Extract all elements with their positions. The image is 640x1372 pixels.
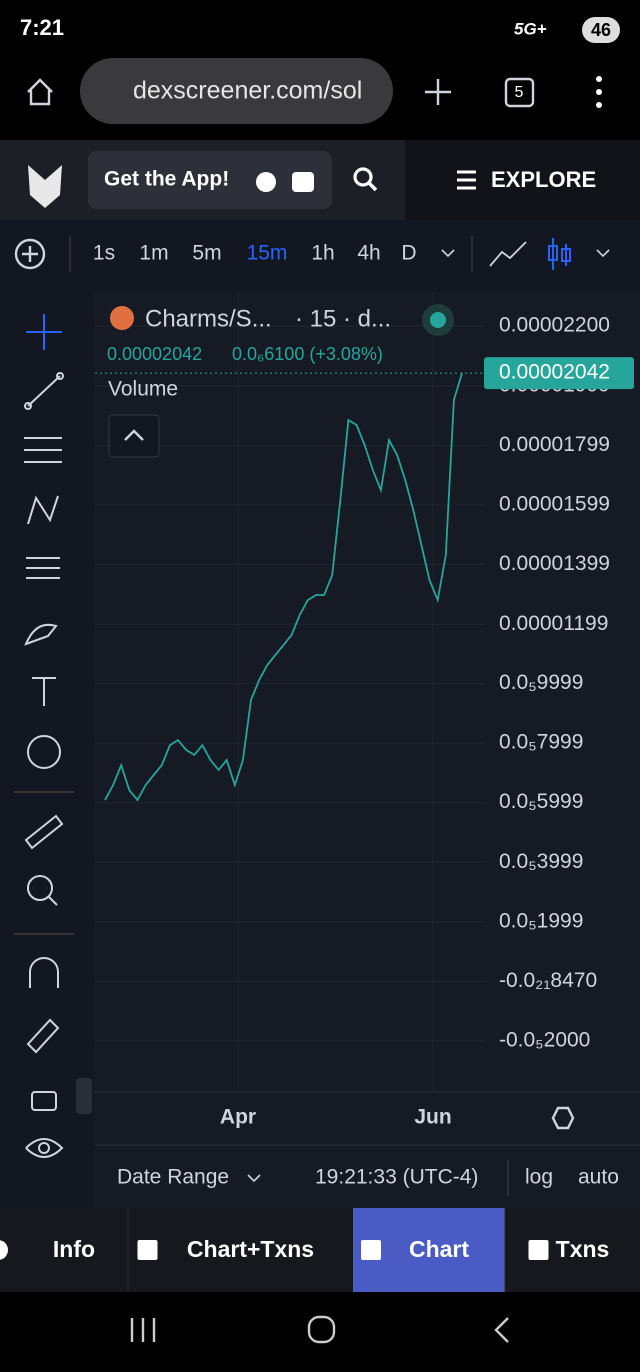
y-tick-label: 0.0₅7999 [499, 731, 583, 754]
y-tick-label: 0.00001399 [499, 552, 610, 575]
tab[interactable]: Info [53, 1236, 95, 1262]
y-tick-label: -0.0₂₁8470 [499, 969, 597, 992]
tab-icon [528, 1240, 549, 1260]
get-app-text: Get the App! [104, 168, 229, 191]
search[interactable] [367, 181, 378, 192]
tab[interactable]: Chart+Txns [187, 1236, 314, 1262]
timeframe[interactable]: 1m [139, 242, 168, 265]
log[interactable]: log [525, 1166, 553, 1189]
timeframe[interactable]: D [401, 242, 416, 265]
price-line [104, 372, 463, 802]
tab-count: 5 [515, 84, 524, 101]
y-tick-label: 0.0₅5999 [499, 790, 583, 813]
timeframe[interactable]: 4h [357, 242, 380, 265]
current-price-label: 0.00002042 [499, 361, 610, 384]
url: dexscreener.com/sol [133, 77, 362, 105]
pair: Charms/S... [145, 305, 272, 332]
battery: 46 [591, 20, 611, 40]
tab-icon [0, 1240, 8, 1260]
y-tick-label: 0.0₅1999 [499, 909, 583, 932]
tabs-button[interactable] [504, 77, 535, 108]
tab[interactable]: Chart [409, 1236, 469, 1262]
get-app[interactable] [88, 151, 332, 209]
y-tick-label: 0.00001199 [499, 612, 608, 635]
y-tick-label: 0.00001599 [499, 493, 610, 516]
tab-icon [137, 1240, 158, 1260]
date-range[interactable]: Date Range [117, 1166, 229, 1189]
timeframe[interactable]: 5m [192, 242, 221, 265]
price: 0.00002042 [107, 344, 202, 364]
x-label: Jun [414, 1106, 451, 1129]
change: 0.0₆6100 (+3.08%) [232, 344, 383, 364]
current-price-box [484, 357, 634, 390]
auto[interactable]: auto [578, 1166, 619, 1189]
collapse[interactable] [108, 414, 160, 458]
y-tick-label: 0.0₅3999 [499, 850, 583, 873]
volume-label: Volume [108, 378, 178, 401]
new-tab[interactable] [425, 79, 451, 105]
settings[interactable] [551, 1106, 575, 1130]
url-bar[interactable] [80, 58, 393, 124]
timeframe[interactable]: 1h [311, 242, 334, 265]
timeframe[interactable]: 1s [93, 242, 115, 265]
status-time: 7:21 [20, 15, 64, 40]
logo[interactable] [28, 165, 62, 208]
timeframe[interactable]: 15m [247, 242, 288, 265]
y-tick-label: 0.00002200 [499, 314, 610, 337]
pair-meta: · 15 · d... [295, 305, 391, 332]
y-tick-label: -0.0₅2000 [499, 1029, 590, 1052]
home-icon[interactable] [27, 78, 53, 106]
y-tick-label: 0.0₅9999 [499, 671, 583, 694]
x-label: Apr [220, 1106, 256, 1129]
tab[interactable]: Txns [556, 1236, 610, 1262]
explore[interactable]: EXPLORE [491, 167, 596, 192]
clock: 19:21:33 (UTC-4) [315, 1166, 478, 1189]
tab-icon [361, 1240, 381, 1260]
network: 5G+ [514, 19, 547, 38]
y-tick-label: 0.00001799 [499, 433, 610, 456]
